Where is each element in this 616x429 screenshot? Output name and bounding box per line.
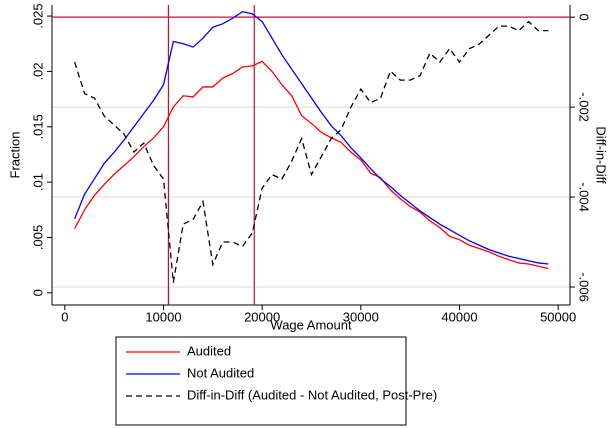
x-tick-label: 40000 bbox=[441, 309, 477, 324]
x-tick-label: 0 bbox=[61, 309, 68, 324]
y2-tick-label: 0 bbox=[577, 14, 592, 21]
legend-box bbox=[115, 336, 407, 426]
y-tick-label: .01 bbox=[30, 173, 45, 191]
y2-tick-label: -.004 bbox=[577, 182, 592, 212]
x-tick-label: 50000 bbox=[540, 309, 576, 324]
series-line bbox=[74, 60, 549, 270]
y-tick-label: .005 bbox=[30, 225, 45, 250]
y-axis-title: Fraction bbox=[7, 132, 22, 179]
y-tick-label: .025 bbox=[30, 3, 45, 28]
x-axis-title: Wage Amount bbox=[270, 317, 352, 332]
y2-tick-label: -.002 bbox=[577, 92, 592, 122]
legend-label: Diff-in-Diff (Audited - Not Audited, Pos… bbox=[187, 387, 437, 402]
series-line bbox=[74, 20, 549, 283]
legend-label: Audited bbox=[187, 343, 231, 358]
y-tick-label: .02 bbox=[30, 62, 45, 80]
y2-tick-label: -.006 bbox=[577, 272, 592, 302]
x-tick-label: 30000 bbox=[343, 309, 379, 324]
y-tick-label: 0 bbox=[30, 289, 45, 296]
x-tick-label: 10000 bbox=[145, 309, 181, 324]
x-tick-label: 20000 bbox=[244, 309, 280, 324]
legend-label: Not Audited bbox=[187, 365, 254, 380]
y-tick-label: .015 bbox=[30, 114, 45, 139]
series-line bbox=[74, 10, 549, 265]
y2-axis-title: Diff-in-Diff bbox=[594, 126, 609, 184]
